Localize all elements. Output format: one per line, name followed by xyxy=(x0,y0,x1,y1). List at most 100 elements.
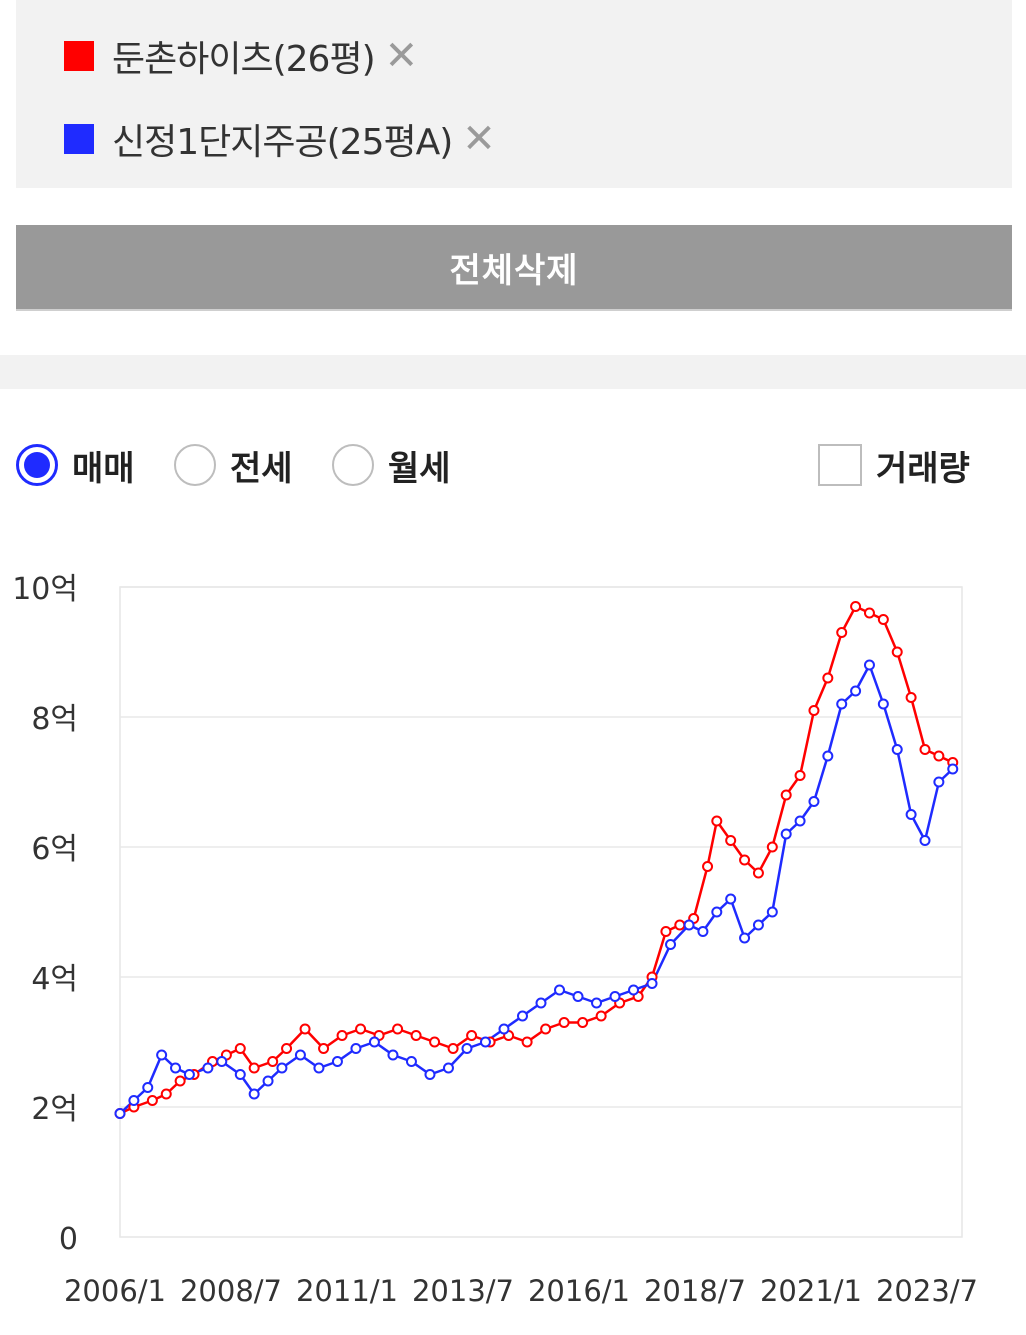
data-point[interactable] xyxy=(711,906,723,918)
data-point[interactable] xyxy=(711,815,723,827)
radio-icon[interactable] xyxy=(332,444,374,486)
data-point[interactable] xyxy=(822,750,834,762)
data-point[interactable] xyxy=(595,1010,607,1022)
data-point[interactable] xyxy=(387,1049,399,1061)
data-point[interactable] xyxy=(577,1017,589,1028)
data-point[interactable] xyxy=(919,835,931,846)
data-point[interactable] xyxy=(216,1056,228,1067)
data-point[interactable] xyxy=(350,1043,362,1054)
data-point[interactable] xyxy=(114,1108,126,1119)
data-point[interactable] xyxy=(142,1082,154,1093)
data-point[interactable] xyxy=(702,861,714,872)
data-point[interactable] xyxy=(318,1043,330,1054)
data-point[interactable] xyxy=(170,1062,182,1074)
data-point[interactable] xyxy=(780,828,792,840)
data-point[interactable] xyxy=(128,1095,140,1106)
data-point[interactable] xyxy=(863,659,875,671)
data-point[interactable] xyxy=(947,763,959,775)
data-point[interactable] xyxy=(836,698,848,710)
data-point[interactable] xyxy=(234,1043,246,1054)
data-point[interactable] xyxy=(850,601,862,612)
data-point[interactable] xyxy=(628,984,640,996)
data-point[interactable] xyxy=(442,1062,454,1074)
data-point[interactable] xyxy=(554,984,566,996)
data-point[interactable] xyxy=(766,906,778,918)
data-point[interactable] xyxy=(267,1056,279,1067)
data-point[interactable] xyxy=(933,750,945,762)
data-point[interactable] xyxy=(794,815,806,827)
data-point[interactable] xyxy=(808,705,820,716)
data-point[interactable] xyxy=(822,672,834,684)
data-point[interactable] xyxy=(905,809,917,820)
data-point[interactable] xyxy=(891,646,903,658)
data-point[interactable] xyxy=(313,1062,325,1074)
data-point[interactable] xyxy=(766,841,778,853)
data-point[interactable] xyxy=(160,1088,172,1100)
volume-checkbox[interactable] xyxy=(818,444,862,486)
radio-jeonse[interactable]: 전세 xyxy=(174,440,293,490)
data-point[interactable] xyxy=(294,1049,306,1061)
data-point[interactable] xyxy=(355,1023,367,1035)
data-point[interactable] xyxy=(665,939,677,950)
data-point[interactable] xyxy=(146,1095,158,1106)
volume-toggle[interactable]: 거래량 xyxy=(818,440,970,490)
data-point[interactable] xyxy=(410,1030,422,1041)
data-point[interactable] xyxy=(697,926,709,937)
data-point[interactable] xyxy=(174,1075,186,1087)
data-point[interactable] xyxy=(933,776,945,788)
data-point[interactable] xyxy=(683,919,695,931)
data-point[interactable] xyxy=(752,867,764,879)
data-point[interactable] xyxy=(540,1023,552,1035)
data-point[interactable] xyxy=(336,1030,348,1041)
data-point[interactable] xyxy=(877,614,889,625)
data-point[interactable] xyxy=(905,692,917,703)
data-point[interactable] xyxy=(202,1062,214,1074)
data-point[interactable] xyxy=(535,997,547,1009)
radio-selected-icon[interactable] xyxy=(16,444,58,486)
data-point[interactable] xyxy=(725,893,737,905)
data-point[interactable] xyxy=(447,1043,459,1054)
data-point[interactable] xyxy=(660,926,672,937)
data-point[interactable] xyxy=(429,1036,441,1048)
data-point[interactable] xyxy=(558,1017,570,1028)
radio-sale[interactable]: 매매 xyxy=(16,440,135,490)
data-point[interactable] xyxy=(368,1036,380,1048)
data-point[interactable] xyxy=(850,685,862,697)
radio-monthly-rent[interactable]: 월세 xyxy=(332,440,451,490)
data-point[interactable] xyxy=(461,1043,473,1054)
data-point[interactable] xyxy=(591,997,603,1009)
data-point[interactable] xyxy=(780,789,792,801)
data-point[interactable] xyxy=(674,919,686,931)
data-point[interactable] xyxy=(479,1036,491,1048)
delete-all-button[interactable]: 전체삭제 xyxy=(16,225,1012,309)
data-point[interactable] xyxy=(234,1069,246,1080)
data-point[interactable] xyxy=(646,978,658,989)
data-point[interactable] xyxy=(808,796,820,807)
data-point[interactable] xyxy=(877,698,889,710)
data-point[interactable] xyxy=(299,1023,311,1035)
data-point[interactable] xyxy=(739,854,751,866)
data-point[interactable] xyxy=(572,991,584,1002)
data-point[interactable] xyxy=(183,1069,195,1080)
data-point[interactable] xyxy=(498,1023,510,1035)
data-point[interactable] xyxy=(276,1062,288,1074)
data-point[interactable] xyxy=(739,932,751,944)
data-point[interactable] xyxy=(794,770,806,781)
data-point[interactable] xyxy=(752,919,764,931)
data-point[interactable] xyxy=(248,1062,260,1074)
data-point[interactable] xyxy=(281,1043,293,1054)
data-point[interactable] xyxy=(331,1056,343,1067)
data-point[interactable] xyxy=(392,1023,404,1035)
data-point[interactable] xyxy=(609,991,621,1002)
close-icon[interactable]: ✕ xyxy=(384,33,419,79)
data-point[interactable] xyxy=(863,607,875,619)
data-point[interactable] xyxy=(516,1010,528,1022)
data-point[interactable] xyxy=(405,1056,417,1067)
data-point[interactable] xyxy=(424,1069,436,1080)
data-point[interactable] xyxy=(262,1075,274,1087)
close-icon[interactable]: ✕ xyxy=(462,116,496,162)
data-point[interactable] xyxy=(466,1030,478,1041)
data-point[interactable] xyxy=(521,1036,533,1048)
data-point[interactable] xyxy=(891,744,903,755)
data-point[interactable] xyxy=(836,627,848,638)
